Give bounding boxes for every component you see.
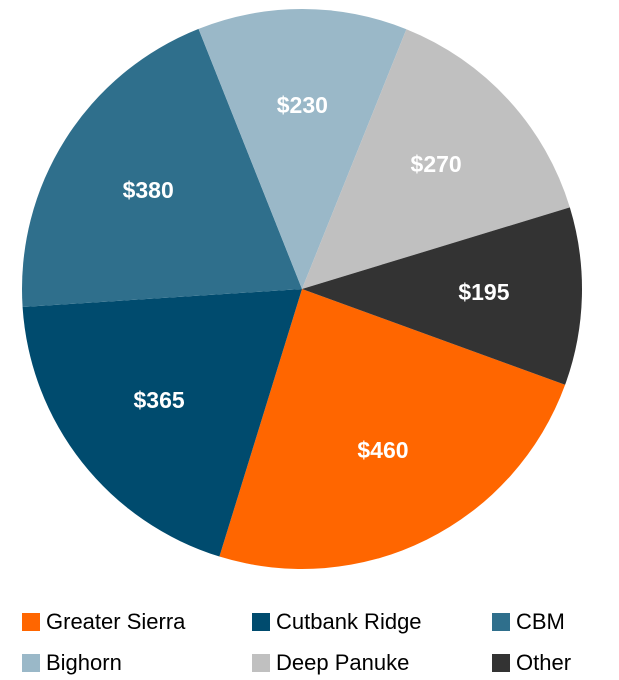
legend-label: CBM bbox=[516, 609, 565, 634]
legend-swatch bbox=[492, 613, 510, 631]
pie-slice bbox=[22, 289, 303, 557]
legend-swatch bbox=[22, 654, 40, 672]
value-label: $195 bbox=[458, 279, 509, 305]
legend-label: Bighorn bbox=[46, 650, 122, 675]
pie-slice bbox=[302, 29, 570, 289]
legend-swatch bbox=[252, 613, 270, 631]
pie-slice bbox=[302, 207, 582, 385]
legend-label: Cutbank Ridge bbox=[276, 609, 422, 634]
legend-label: Greater Sierra bbox=[46, 609, 186, 634]
pie-slice bbox=[21, 28, 302, 307]
value-label: $230 bbox=[277, 92, 328, 118]
legend-label: Deep Panuke bbox=[276, 650, 409, 675]
pie-slice bbox=[219, 289, 566, 569]
legend-label: Other bbox=[516, 650, 571, 675]
value-label: $365 bbox=[134, 387, 185, 413]
legend-swatch bbox=[22, 613, 40, 631]
value-label: $460 bbox=[357, 437, 408, 463]
value-label: $380 bbox=[123, 177, 174, 203]
legend-swatch bbox=[252, 654, 270, 672]
legend-swatch bbox=[492, 654, 510, 672]
value-label: $270 bbox=[411, 151, 462, 177]
pie-slice bbox=[198, 9, 407, 290]
